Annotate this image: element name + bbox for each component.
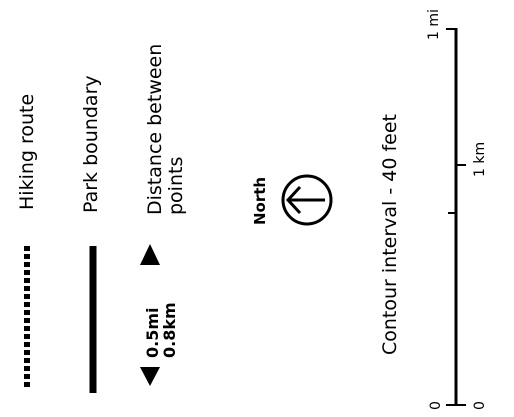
hiking-route-label: Hiking route [16,93,38,210]
scale-km-one-label: 1 km [472,141,488,177]
scale-km-zero-label: 0 [472,401,488,410]
distance-label: Distance between points [144,43,187,215]
distance-value-km: 0.8km [160,302,179,358]
scale-mi-max-label: 1 mi [426,9,442,40]
park-boundary-label: Park boundary [80,75,102,213]
distance-arrow-up-icon [140,244,160,265]
distance-label-line1: Distance between [144,43,166,215]
distance-value: 0.5mi 0.8km [143,302,179,359]
north-arrow-icon [281,174,333,226]
contour-interval-label: Contour interval - 40 feet [379,113,401,355]
scale-bar [446,28,466,406]
distance-value-mi: 0.5mi [143,307,162,359]
north-label: North [251,176,269,225]
scale-mi-zero-label: 0 [428,401,444,410]
distance-arrow-down-icon [140,367,160,386]
distance-label-line2: points [165,156,187,215]
